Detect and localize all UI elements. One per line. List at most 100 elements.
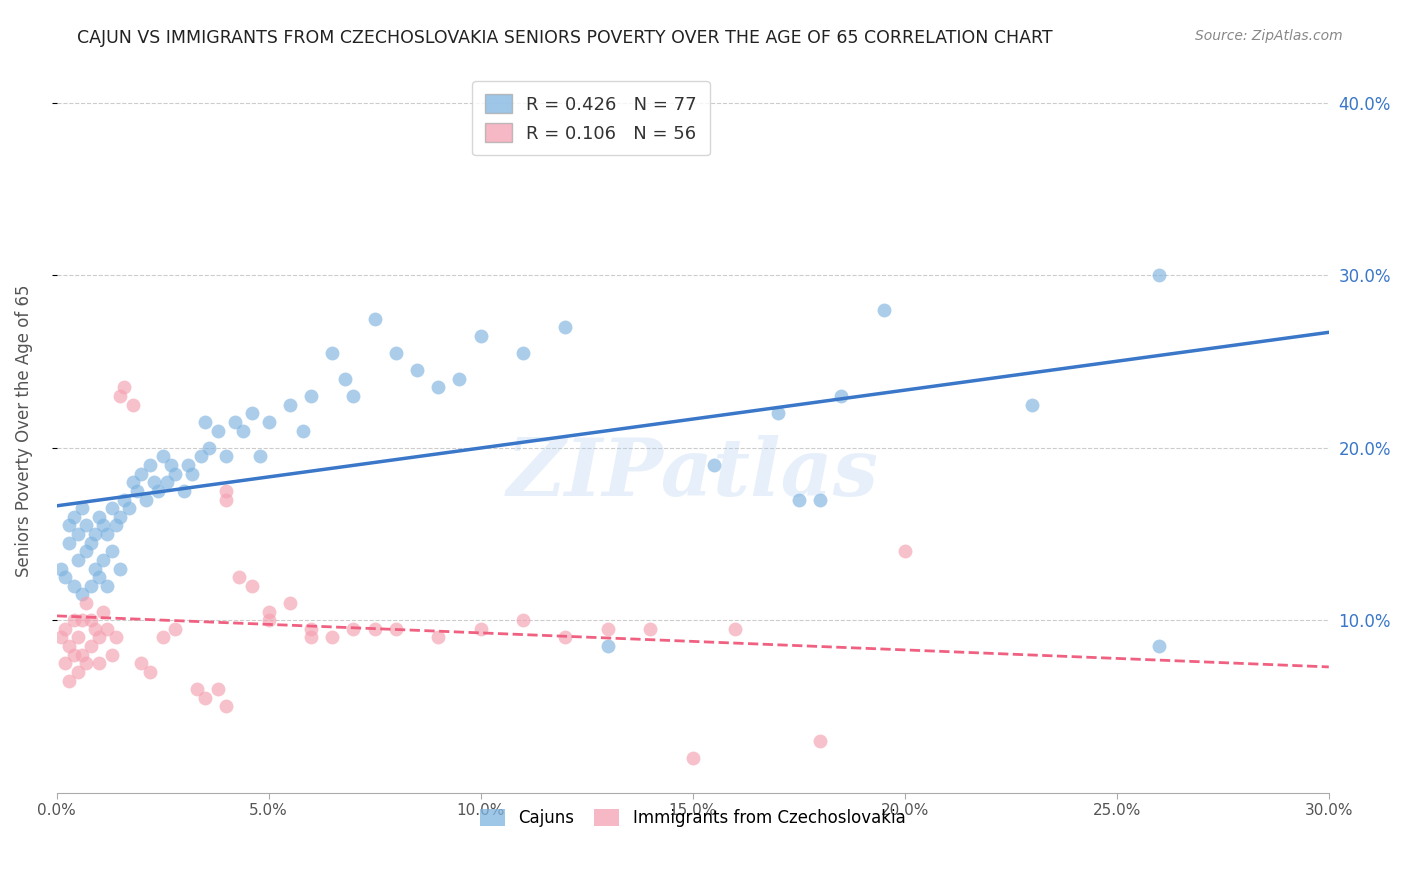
Point <box>682 751 704 765</box>
Point <box>299 389 322 403</box>
Point <box>66 527 89 541</box>
Point <box>75 544 97 558</box>
Point <box>165 622 187 636</box>
Point <box>100 544 122 558</box>
Point <box>152 450 174 464</box>
Point <box>512 613 534 627</box>
Point <box>215 483 238 498</box>
Point <box>100 648 122 662</box>
Point <box>135 492 157 507</box>
Point <box>194 690 217 705</box>
Point <box>240 579 263 593</box>
Point <box>104 518 127 533</box>
Point <box>83 527 105 541</box>
Point <box>114 492 136 507</box>
Point <box>257 415 280 429</box>
Point <box>427 631 450 645</box>
Point <box>512 346 534 360</box>
Point <box>53 570 76 584</box>
Point <box>91 553 114 567</box>
Point <box>215 450 238 464</box>
Point <box>62 648 84 662</box>
Point <box>91 518 114 533</box>
Point <box>91 605 114 619</box>
Point <box>186 682 208 697</box>
Point <box>79 613 101 627</box>
Point <box>58 518 80 533</box>
Point <box>110 561 132 575</box>
Point <box>83 622 105 636</box>
Point <box>333 372 356 386</box>
Point <box>70 501 93 516</box>
Point <box>87 509 110 524</box>
Point <box>62 509 84 524</box>
Point <box>215 699 238 714</box>
Point <box>228 570 250 584</box>
Point <box>830 389 852 403</box>
Point <box>787 492 810 507</box>
Point <box>249 450 271 464</box>
Point <box>291 424 314 438</box>
Point <box>122 475 145 490</box>
Point <box>232 424 254 438</box>
Point <box>808 734 831 748</box>
Point <box>87 631 110 645</box>
Point <box>640 622 662 636</box>
Point <box>342 622 364 636</box>
Point <box>160 458 183 472</box>
Point <box>470 622 492 636</box>
Point <box>110 389 132 403</box>
Point <box>1147 268 1170 283</box>
Point <box>87 570 110 584</box>
Point <box>278 398 301 412</box>
Point <box>96 527 118 541</box>
Point <box>131 657 153 671</box>
Point <box>299 631 322 645</box>
Point <box>49 631 72 645</box>
Point <box>70 648 93 662</box>
Point <box>143 475 166 490</box>
Point <box>181 467 204 481</box>
Point <box>215 492 238 507</box>
Point <box>75 596 97 610</box>
Point <box>190 450 212 464</box>
Point <box>58 673 80 688</box>
Point <box>385 346 408 360</box>
Point <box>79 535 101 549</box>
Point <box>96 579 118 593</box>
Point <box>165 467 187 481</box>
Point <box>139 458 162 472</box>
Point <box>299 622 322 636</box>
Point <box>49 561 72 575</box>
Point <box>893 544 915 558</box>
Point <box>207 424 229 438</box>
Point <box>198 441 221 455</box>
Point <box>363 622 385 636</box>
Point <box>240 406 263 420</box>
Point <box>62 579 84 593</box>
Point <box>83 561 105 575</box>
Point <box>385 622 408 636</box>
Point <box>53 622 76 636</box>
Point <box>278 596 301 610</box>
Point <box>257 605 280 619</box>
Point <box>703 458 725 472</box>
Point <box>66 631 89 645</box>
Point <box>470 328 492 343</box>
Point <box>79 579 101 593</box>
Y-axis label: Seniors Poverty Over the Age of 65: Seniors Poverty Over the Age of 65 <box>15 285 32 577</box>
Text: Source: ZipAtlas.com: Source: ZipAtlas.com <box>1195 29 1343 43</box>
Point <box>152 631 174 645</box>
Point <box>100 501 122 516</box>
Point <box>58 639 80 653</box>
Point <box>406 363 429 377</box>
Point <box>75 518 97 533</box>
Point <box>554 631 576 645</box>
Point <box>127 483 149 498</box>
Point <box>194 415 217 429</box>
Point <box>1021 398 1043 412</box>
Point <box>766 406 789 420</box>
Point <box>173 483 195 498</box>
Point <box>554 320 576 334</box>
Point <box>75 657 97 671</box>
